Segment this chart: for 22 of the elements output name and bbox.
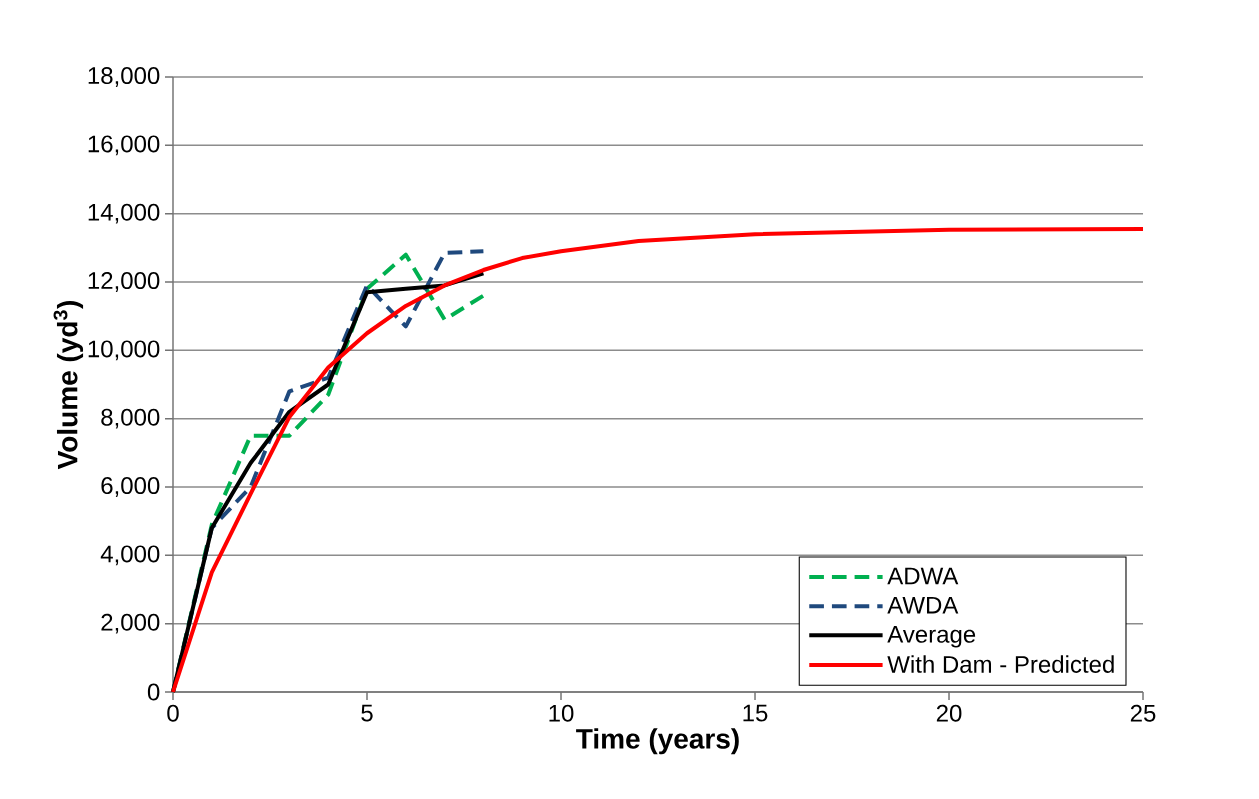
- x-axis-title: Time (years): [576, 728, 739, 755]
- y-tick-label: 14,000: [88, 203, 160, 224]
- y-tick-label: 12,000: [88, 272, 160, 292]
- y-tick-label: 6,000: [101, 477, 160, 497]
- legend-label: With Dam - Predicted: [887, 655, 1114, 673]
- y-tick-label: 16,000: [88, 135, 160, 156]
- legend-label: AWDA: [887, 596, 959, 614]
- y-tick-label: 2,000: [101, 613, 160, 634]
- y-tick-label: 8,000: [101, 408, 160, 429]
- y-tick-label: 4,000: [100, 545, 160, 566]
- x-tick-label: 25: [1130, 704, 1156, 722]
- legend-label: ADWA: [887, 567, 959, 585]
- x-tick-label: 20: [936, 704, 962, 722]
- y-tick-label: 0: [147, 683, 160, 701]
- legend-label: Average: [887, 626, 976, 648]
- y-tick-label: 18,000: [88, 67, 160, 87]
- x-tick-label: 0: [167, 704, 179, 722]
- x-tick-label: 15: [743, 704, 768, 722]
- x-tick-label: 10: [549, 704, 574, 722]
- x-tick-label: 5: [361, 704, 373, 722]
- y-axis-title: Volume (yd$^{3}$): [53, 301, 84, 470]
- y-tick-label: 10,000: [88, 340, 160, 361]
